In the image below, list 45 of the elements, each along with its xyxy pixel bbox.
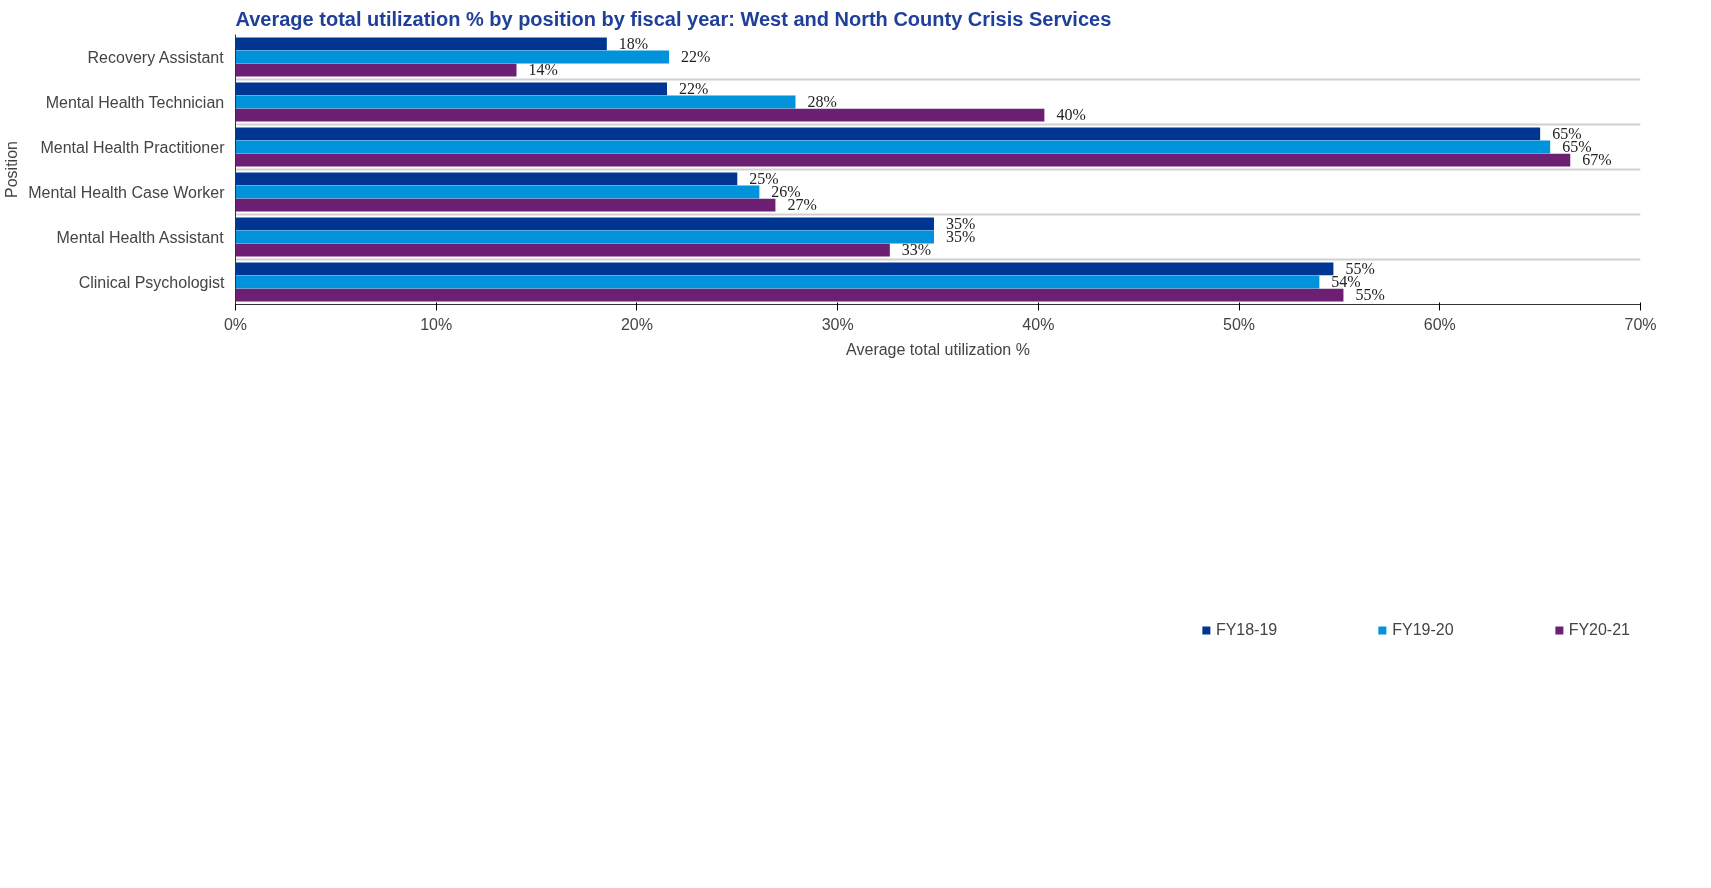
bar	[235, 153, 1571, 167]
x-tick-label: 70%	[1624, 315, 1657, 333]
data-label: 22%	[679, 79, 709, 97]
bar	[235, 243, 890, 257]
bar	[235, 185, 760, 199]
bar	[235, 230, 934, 244]
y-tick-label: Clinical Psychologist	[78, 273, 226, 291]
bar	[235, 95, 796, 109]
y-axis-title: Position	[3, 141, 21, 198]
x-tick-label: 20%	[620, 315, 653, 333]
bar	[235, 262, 1334, 276]
bar	[235, 275, 1320, 289]
data-label: 18%	[618, 34, 649, 52]
x-tick-label: 40%	[1022, 315, 1055, 333]
bar	[235, 140, 1551, 154]
x-tick-label: 0%	[223, 315, 248, 333]
x-tick-label: 30%	[821, 315, 854, 333]
y-tick-label: Mental Health Assistant	[56, 228, 225, 246]
bar	[235, 82, 668, 96]
bar	[235, 217, 934, 231]
bar	[235, 37, 607, 51]
x-axis-title: Average total utilization %	[846, 340, 1030, 358]
legend-label: FY20-21	[1568, 621, 1630, 639]
x-tick-label: 60%	[1423, 315, 1456, 333]
bar	[235, 288, 1344, 302]
legend-label: FY18-19	[1215, 621, 1278, 639]
data-label: 22%	[681, 48, 711, 65]
data-label: 28%	[807, 93, 837, 110]
data-label: 40%	[1056, 106, 1086, 124]
y-tick-label: Mental Health Technician	[45, 93, 225, 111]
chart-title: Average total utilization % by position by fiscal year: West and North County Crisis Services	[235, 7, 1112, 30]
x-tick-label: 10%	[420, 315, 453, 333]
bar	[235, 172, 738, 186]
data-label: 33%	[901, 241, 932, 259]
y-tick-label: Mental Health Practitioner	[40, 138, 226, 156]
bar	[235, 63, 517, 77]
data-label: 14%	[528, 61, 558, 79]
bar	[235, 198, 776, 212]
bar	[235, 127, 1541, 141]
bar	[235, 50, 670, 64]
y-tick-label: Mental Health Case Worker	[28, 183, 226, 201]
bar	[235, 108, 1045, 122]
y-tick-label: Recovery Assistant	[87, 48, 225, 66]
x-tick-label: 50%	[1223, 315, 1256, 333]
legend-label: FY19-20	[1392, 621, 1454, 639]
